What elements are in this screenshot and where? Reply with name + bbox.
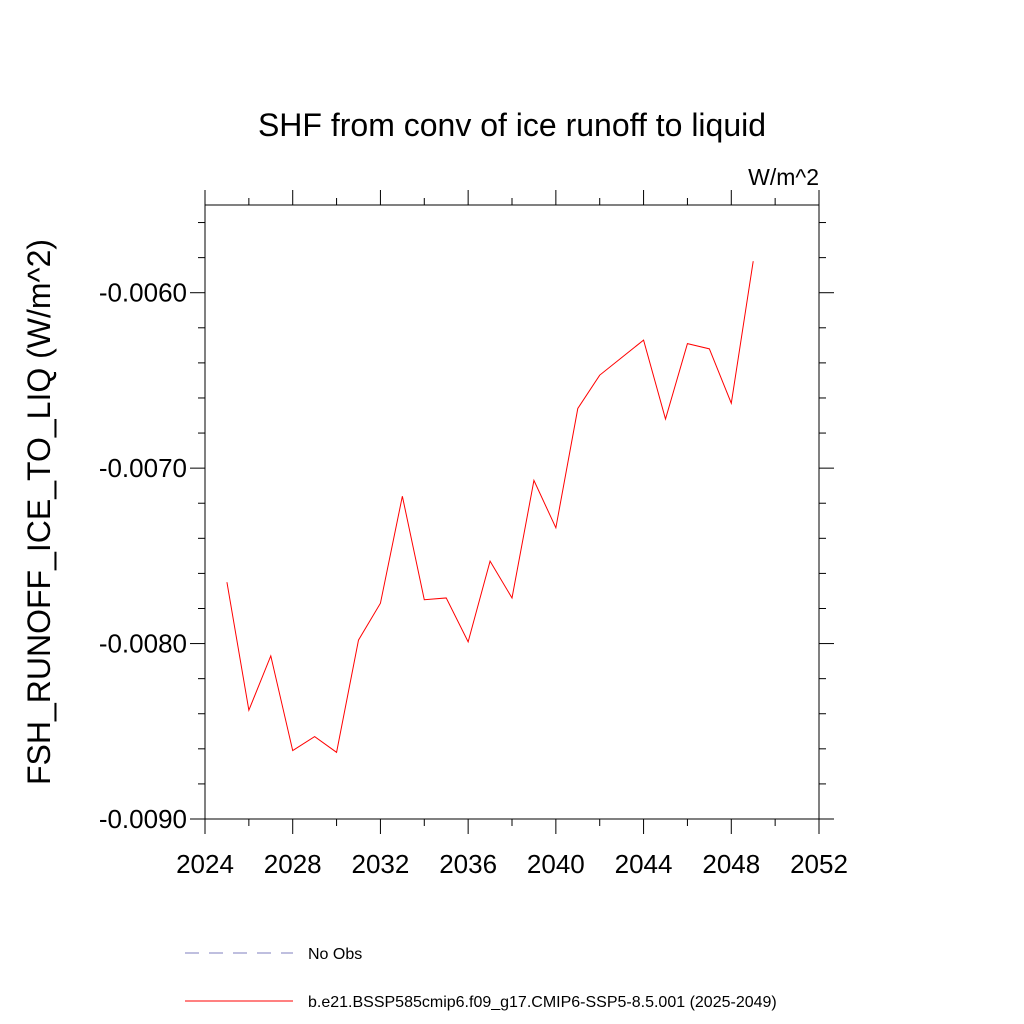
x-tick-label: 2052: [790, 849, 848, 879]
y-tick-label: -0.0090: [99, 804, 187, 834]
units-label: W/m^2: [748, 164, 819, 190]
series-line: [226, 261, 754, 754]
x-tick-label: 2044: [615, 849, 673, 879]
y-axis-ticks: -0.0090 -0.0080 -0.0070 -0.0060: [99, 222, 834, 834]
y-tick-label: -0.0070: [99, 453, 187, 483]
x-tick-label: 2040: [527, 849, 585, 879]
x-tick-label: 2048: [702, 849, 760, 879]
legend-label: No Obs: [308, 946, 362, 963]
legend-label: b.e21.BSSP585cmip6.f09_g17.CMIP6-SSP5-8.…: [308, 994, 777, 1011]
y-tick-label: -0.0060: [99, 278, 187, 308]
x-axis-ticks: 2024 2028 2032 2036 2040 2044 2048 2052: [176, 190, 848, 879]
y-axis-label: FSH_RUNOFF_ICE_TO_LIQ (W/m^2): [21, 239, 57, 785]
legend: No Obs b.e21.BSSP585cmip6.f09_g17.CMIP6-S…: [185, 946, 777, 1011]
x-tick-label: 2036: [439, 849, 497, 879]
x-tick-label: 2028: [264, 849, 322, 879]
plot-frame: [204, 204, 820, 820]
y-tick-label: -0.0080: [99, 629, 187, 659]
x-tick-label: 2032: [352, 849, 410, 879]
x-tick-label: 2024: [176, 849, 234, 879]
series-layer: [226, 261, 754, 754]
chart-title: SHF from conv of ice runoff to liquid: [258, 107, 766, 143]
